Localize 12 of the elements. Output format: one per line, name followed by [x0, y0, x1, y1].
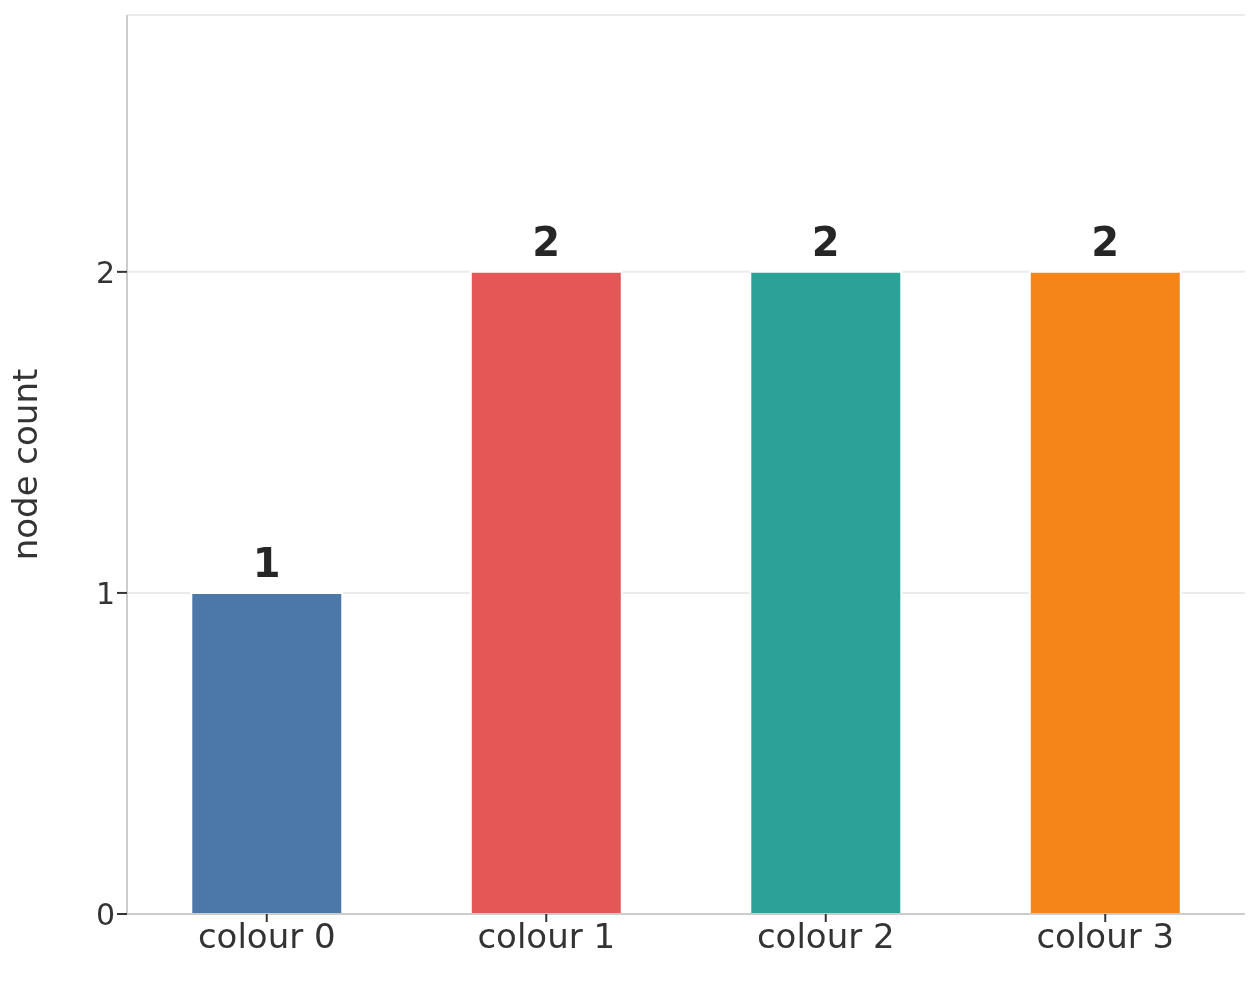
- data-label: 2: [1091, 218, 1120, 265]
- x-tick-label: colour 0: [197, 916, 336, 957]
- y-axis-title: node count: [5, 368, 46, 561]
- data-label: 2: [532, 218, 561, 265]
- y-tick-label: 2: [95, 254, 115, 290]
- y-tick-label: 0: [95, 896, 115, 932]
- data-label: 1: [252, 539, 281, 586]
- x-tick-label: colour 1: [477, 916, 616, 957]
- x-tick-label: colour 3: [1036, 916, 1175, 957]
- data-label: 2: [811, 218, 840, 265]
- y-tick-label: 1: [95, 575, 115, 611]
- x-tick-label: colour 2: [756, 916, 895, 957]
